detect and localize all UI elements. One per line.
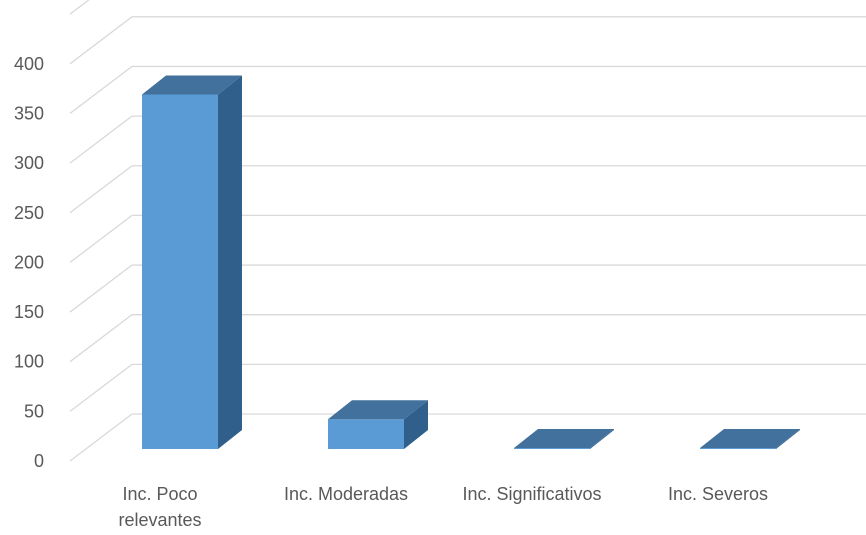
y-tick-label: 250: [14, 203, 44, 223]
bar-top-face: [514, 429, 614, 448]
x-axis-categories: Inc. Poco relevantes Inc. Moderadas Inc. Si…: [118, 484, 768, 530]
x-category-label: Inc. Severos: [668, 484, 768, 504]
y-tick-label: 300: [14, 153, 44, 173]
bar-front-face: [514, 448, 590, 449]
gridline-diagonal: [69, 65, 133, 114]
bar-top-face: [700, 429, 800, 448]
gridline-diagonal: [69, 165, 133, 214]
gridline-diagonal: [69, 363, 133, 412]
bar-1: [142, 75, 242, 450]
bar-side-face: [218, 75, 242, 450]
x-category-label: Inc. Moderadas: [284, 484, 408, 504]
bars: [142, 75, 800, 450]
y-tick-label: 0: [34, 451, 44, 471]
gridline-diagonal: [69, 115, 133, 164]
y-tick-label: 100: [14, 352, 44, 372]
bar-top-face: [328, 400, 428, 420]
bar-2: [328, 400, 428, 449]
bar-side-face: [590, 429, 614, 449]
gridlines: [69, 0, 866, 462]
gridline-diagonal: [69, 314, 133, 363]
gridline-diagonal: [69, 16, 133, 65]
bar-front-face: [142, 94, 218, 450]
gridline-diagonal: [69, 264, 133, 313]
bar-side-face: [404, 400, 428, 449]
y-tick-label: 200: [14, 252, 44, 272]
y-tick-label: 350: [14, 103, 44, 123]
gridline-diagonal: [69, 413, 133, 462]
bar-4: [700, 429, 800, 449]
bar-front-face: [328, 419, 404, 449]
y-axis-ticks: 0 50 100 150 200 250 300 350 400: [14, 54, 44, 471]
gridline-diagonal: [69, 214, 133, 263]
bar-front-face: [700, 448, 776, 449]
gridline-diagonal: [69, 0, 90, 15]
bar-top-face: [142, 75, 242, 95]
bar-side-face: [776, 429, 800, 449]
y-tick-label: 150: [14, 302, 44, 322]
bar-3: [514, 429, 614, 449]
y-tick-label: 50: [24, 401, 44, 421]
x-category-label: Inc. Significativos: [462, 484, 601, 504]
x-category-label: Inc. Poco relevantes: [118, 484, 201, 530]
y-tick-label: 400: [14, 54, 44, 74]
